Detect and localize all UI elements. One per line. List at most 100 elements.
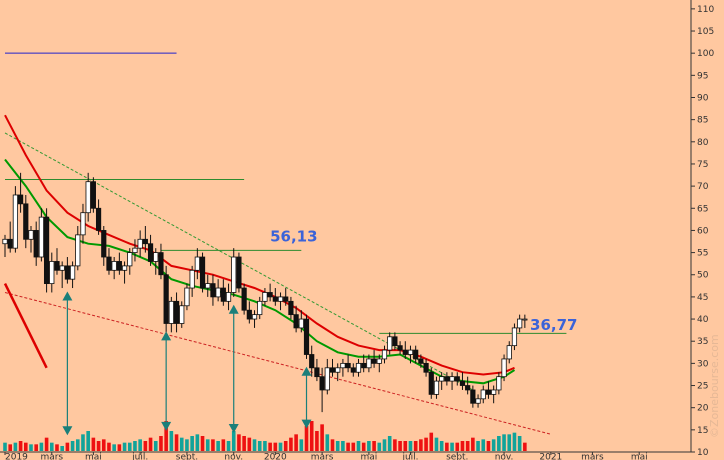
candle-body [116,261,122,271]
volume-bar [216,441,220,451]
candle-body [319,376,325,391]
candles-layer [2,172,528,413]
candle-body [184,287,190,307]
x-tick-label: mai [631,453,648,460]
annotations-layer: 56,13 36,77 [270,228,577,335]
candle-body [23,203,29,240]
x-tick-label: nov. [224,453,243,460]
volume-bar [117,444,122,451]
candle-body [231,256,237,293]
candle-body [262,292,268,302]
candle-body [303,318,310,355]
candle-body [491,389,497,395]
arrow-head-up-3 [301,366,312,376]
volume-bar [44,437,49,451]
y-tick-label: 55 [697,249,708,259]
volume-bar [148,437,153,451]
y-tick-label: 80 [697,138,709,148]
candle-body [54,261,60,271]
candle-body [59,265,65,271]
volume-bar [257,441,262,451]
candle-body [142,238,148,245]
y-tick-label: 75 [697,160,708,170]
support-trendline [4,291,551,435]
volume-bar [335,441,340,451]
volume-bar [226,441,231,451]
candle-body [241,287,247,311]
candle-body [355,362,362,373]
y-tick-label: 60 [697,226,709,236]
candle-body [485,389,492,395]
volume-bar [351,442,356,451]
volume-bar [481,439,486,451]
candle-body [433,380,440,395]
candle-body [189,269,195,289]
volume-bar [455,442,460,451]
volume-bar [133,441,137,451]
volume-bar [325,434,330,451]
y-tick-label: 15 [697,426,708,436]
volume-bar [242,436,246,451]
candle-body [402,349,408,355]
candle-body [163,274,169,324]
candle-body [80,212,86,236]
candle-body [101,230,107,258]
volume-bar [460,441,465,451]
y-tick-label: 65 [697,204,708,214]
volume-bar [476,441,480,451]
volume-bar [283,441,288,451]
volume-bar [439,441,444,451]
candle-body [522,318,528,321]
candle-body [251,314,258,320]
candle-body [179,305,185,324]
volume-bar [341,441,345,451]
candle-body [324,367,330,391]
x-tick-label: mars [40,453,63,460]
candle-body [371,358,377,364]
candle-body [95,207,102,231]
volume-bar [393,439,397,451]
volume-bar [231,431,236,451]
arrow-head-down-3 [301,419,312,429]
volume-bar [289,437,293,451]
y-tick-label: 110 [697,5,714,15]
candle-body [153,252,159,262]
candle-body [376,358,382,364]
volume-bar [268,442,272,451]
volume-bar [252,439,257,451]
candle-body [205,283,211,289]
volume-bar [465,441,470,451]
candle-body [418,358,424,364]
candle-body [257,300,263,316]
y-tick-label: 20 [697,404,709,414]
volume-bar [403,441,408,451]
volume-bar [91,437,96,451]
candle-body [444,376,450,382]
candle-body [459,380,466,386]
volume-bar [169,431,174,451]
candle-body [90,181,96,209]
volume-bar [143,441,148,451]
volume-bar [164,421,168,451]
volume-bar [159,436,163,451]
volume-bar [382,439,387,451]
candle-body [465,385,471,391]
volume-bar [34,444,38,451]
volume-bar [86,431,90,451]
volume-bar [13,442,18,451]
candle-body [2,238,8,245]
candle-body [480,389,486,400]
volume-bar [445,442,449,451]
arrow-head-up-0 [62,291,73,301]
volume-bar [127,442,132,451]
candle-body [75,234,81,267]
arrow-head-down-1 [161,421,172,431]
x-tick-label: 2020 [264,453,287,460]
volume-bar [434,437,439,451]
volume-bar [49,442,54,451]
volume-bar [190,436,194,451]
candle-body [106,256,112,271]
candle-body [267,292,273,298]
candle-body [194,256,200,271]
candle-body [511,327,518,347]
